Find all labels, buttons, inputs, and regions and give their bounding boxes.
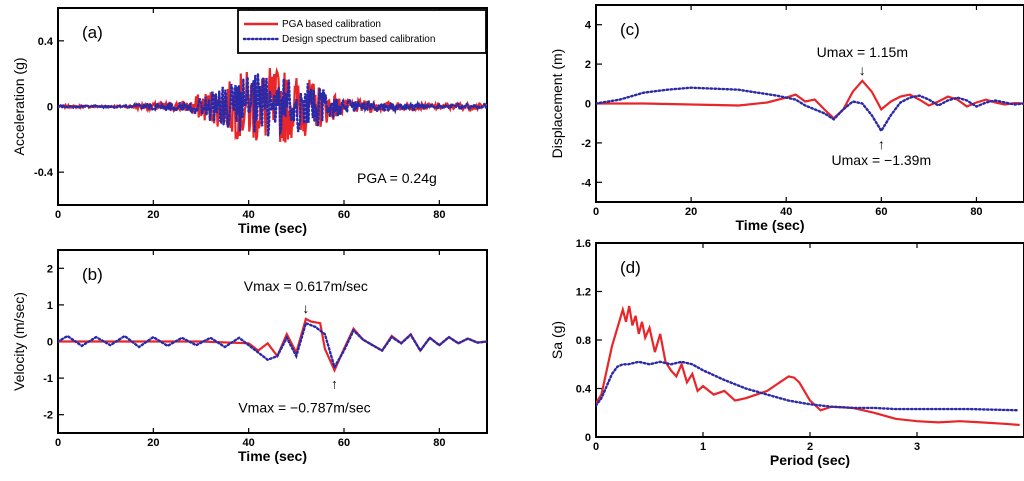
x-axis-label: Time (sec) bbox=[238, 220, 307, 236]
y-axis-label: Velocity (m/sec) bbox=[11, 292, 27, 391]
x-tick-label: 0 bbox=[55, 437, 61, 449]
y-axis-label: Displacement (m) bbox=[549, 49, 565, 159]
series-line-pga bbox=[596, 305, 1020, 426]
legend: PGA based calibration Design spectrum bas… bbox=[237, 9, 487, 54]
panel-label: (a) bbox=[82, 23, 103, 42]
y-tick-label: 0 bbox=[47, 337, 53, 349]
y-tick-label: 0 bbox=[47, 102, 53, 114]
series-line-design bbox=[596, 360, 1020, 412]
x-tick-label: 80 bbox=[970, 206, 982, 218]
x-tick-label: 60 bbox=[338, 209, 350, 221]
y-tick-label: 1.2 bbox=[576, 287, 591, 299]
min-arrow: ↑ bbox=[878, 136, 885, 152]
max-arrow: ↓ bbox=[859, 62, 866, 78]
y-tick-label: 1 bbox=[47, 300, 53, 312]
y-tick-label: 2 bbox=[585, 59, 591, 71]
min-arrow: ↑ bbox=[331, 375, 338, 391]
y-axis-label: Acceleration (g) bbox=[11, 57, 27, 155]
series-group bbox=[58, 66, 487, 143]
series-group bbox=[596, 305, 1020, 426]
legend-label-design: Design spectrum based calibration bbox=[282, 34, 435, 45]
panel-label: (c) bbox=[620, 20, 640, 39]
y-tick-label: -2 bbox=[43, 410, 53, 422]
x-tick-label: 0 bbox=[593, 441, 599, 453]
x-axis-label: Time (sec) bbox=[736, 217, 805, 233]
x-tick-label: 20 bbox=[685, 206, 697, 218]
series-line-design bbox=[58, 321, 487, 371]
chart-panel-c: 0 20 40 60 80 -4 -2 0 2 4 Time (sec) Displacement (… bbox=[549, 4, 1024, 233]
max-annotation: Umax = 1.15m bbox=[817, 44, 908, 60]
min-annotation: Vmax = −0.787m/sec bbox=[238, 399, 370, 415]
legend-label-pga: PGA based calibration bbox=[282, 19, 381, 30]
y-tick-label: 2 bbox=[47, 263, 53, 275]
series-line-pga bbox=[596, 79, 1024, 120]
max-annotation: Vmax = 0.617m/sec bbox=[244, 278, 368, 294]
y-tick-label: -0.4 bbox=[34, 167, 54, 179]
x-tick-label: 80 bbox=[433, 209, 445, 221]
series-line-pga bbox=[58, 317, 487, 374]
panel-label: (b) bbox=[82, 265, 103, 284]
x-axis-label: Time (sec) bbox=[238, 448, 307, 464]
x-tick-label: 1 bbox=[700, 441, 706, 453]
series-line-design bbox=[58, 73, 487, 138]
y-tick-label: 0.4 bbox=[38, 36, 54, 48]
x-tick-label: 60 bbox=[338, 437, 350, 449]
y-tick-label: 4 bbox=[585, 20, 592, 32]
min-annotation: Umax = −1.39m bbox=[832, 152, 932, 168]
panel-label: (d) bbox=[620, 258, 641, 277]
x-tick-label: 80 bbox=[433, 437, 445, 449]
x-axis-label: Period (sec) bbox=[770, 452, 850, 468]
x-tick-label: 20 bbox=[147, 209, 159, 221]
x-tick-label: 40 bbox=[243, 437, 255, 449]
legend-box bbox=[237, 9, 487, 54]
x-tick-label: 40 bbox=[780, 206, 792, 218]
x-tick-label: 40 bbox=[243, 209, 255, 221]
chart-panel-d: 0 1 2 3 0 0.4 0.8 1.2 1.6 Period (sec) Sa (g) (d) bbox=[549, 238, 1024, 468]
x-tick-label: 0 bbox=[593, 206, 599, 218]
x-tick-label: 60 bbox=[875, 206, 887, 218]
series-group bbox=[58, 317, 487, 374]
series-line-design bbox=[596, 86, 1024, 134]
pga-annotation: PGA = 0.24g bbox=[357, 170, 437, 186]
y-tick-label: 1.6 bbox=[576, 238, 591, 250]
y-axis-label: Sa (g) bbox=[549, 321, 565, 359]
y-tick-label: -1 bbox=[43, 373, 53, 385]
y-tick-label: -2 bbox=[581, 138, 591, 150]
y-tick-label: 0 bbox=[585, 99, 591, 111]
x-tick-label: 2 bbox=[807, 441, 813, 453]
x-tick-label: 0 bbox=[55, 209, 61, 221]
y-tick-label: 0.8 bbox=[576, 335, 591, 347]
chart-panel-a: 0 20 40 60 80 -0.4 0 0.4 Time (sec) Acceleration … bbox=[11, 7, 488, 236]
x-tick-label: 20 bbox=[147, 437, 159, 449]
y-tick-label: -4 bbox=[581, 177, 592, 189]
y-tick-label: 0.4 bbox=[576, 384, 592, 396]
x-tick-label: 3 bbox=[914, 441, 920, 453]
max-arrow: ↓ bbox=[302, 300, 309, 316]
y-tick-label: 0 bbox=[585, 432, 591, 444]
series-group bbox=[596, 79, 1024, 134]
chart-panel-b: 0 20 40 60 80 -2 -1 0 1 2 Time (sec) Velocity (m/se… bbox=[11, 249, 488, 464]
